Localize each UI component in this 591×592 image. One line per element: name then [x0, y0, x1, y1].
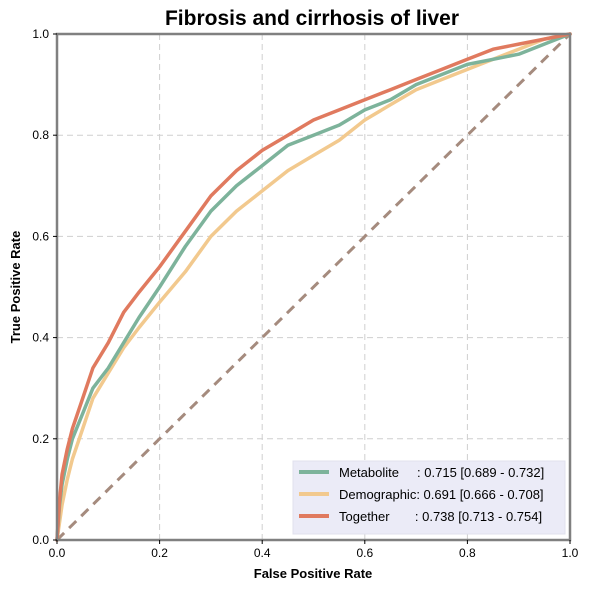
- chart-title: Fibrosis and cirrhosis of liver: [165, 7, 459, 30]
- x-axis-label: False Positive Rate: [254, 566, 373, 581]
- x-tick-label: 1.0: [562, 546, 579, 560]
- x-tick-label: 0.8: [459, 546, 476, 560]
- y-tick-label: 0.6: [32, 229, 49, 243]
- series-lines: [55, 32, 572, 542]
- x-tick-label: 0.2: [151, 546, 168, 560]
- plot-frame: [55, 32, 572, 542]
- y-tick-label: 0.0: [32, 533, 49, 547]
- reference-line: [55, 32, 572, 542]
- legend-auc-value: : 0.691 [0.666 - 0.708]: [416, 487, 543, 502]
- y-tick-label: 1.0: [32, 27, 49, 41]
- y-tick-label: 0.8: [32, 128, 49, 142]
- series-line-together: [55, 32, 572, 542]
- legend-label-metabolite: Metabolite : 0.715 [0.689 - 0.732]: [339, 465, 544, 480]
- x-tick-label: 0.4: [254, 546, 271, 560]
- legend-auc-value: : 0.715 [0.689 - 0.732]: [399, 465, 544, 480]
- legend-label-together: Together : 0.738 [0.713 - 0.754]: [339, 509, 542, 524]
- legend-series-name: Metabolite: [339, 465, 399, 480]
- legend-box: [292, 460, 566, 535]
- x-tick-label: 0.6: [356, 546, 373, 560]
- tick-labels: 0.0 0.2 0.4 0.6 0.8 1.0 0.0 0.2 0.4 0.6 0.8 1.0: [32, 27, 578, 560]
- y-tick-label: 0.4: [32, 331, 49, 345]
- y-axis-label: True Positive Rate: [8, 231, 23, 344]
- chance-line: [55, 32, 572, 542]
- legend-label-demographic: Demographic: 0.691 [0.666 - 0.708]: [339, 487, 544, 502]
- legend-series-name: Demographic: [339, 487, 417, 502]
- legend: Metabolite : 0.715 [0.689 - 0.732] Demogr…: [292, 460, 566, 535]
- x-tick-label: 0.0: [49, 546, 66, 560]
- legend-series-name: Together: [339, 509, 390, 524]
- legend-auc-value: : 0.738 [0.713 - 0.754]: [390, 509, 543, 524]
- series-line-metabolite: [55, 32, 572, 542]
- series-line-demographic: [55, 32, 572, 542]
- y-tick-label: 0.2: [32, 432, 49, 446]
